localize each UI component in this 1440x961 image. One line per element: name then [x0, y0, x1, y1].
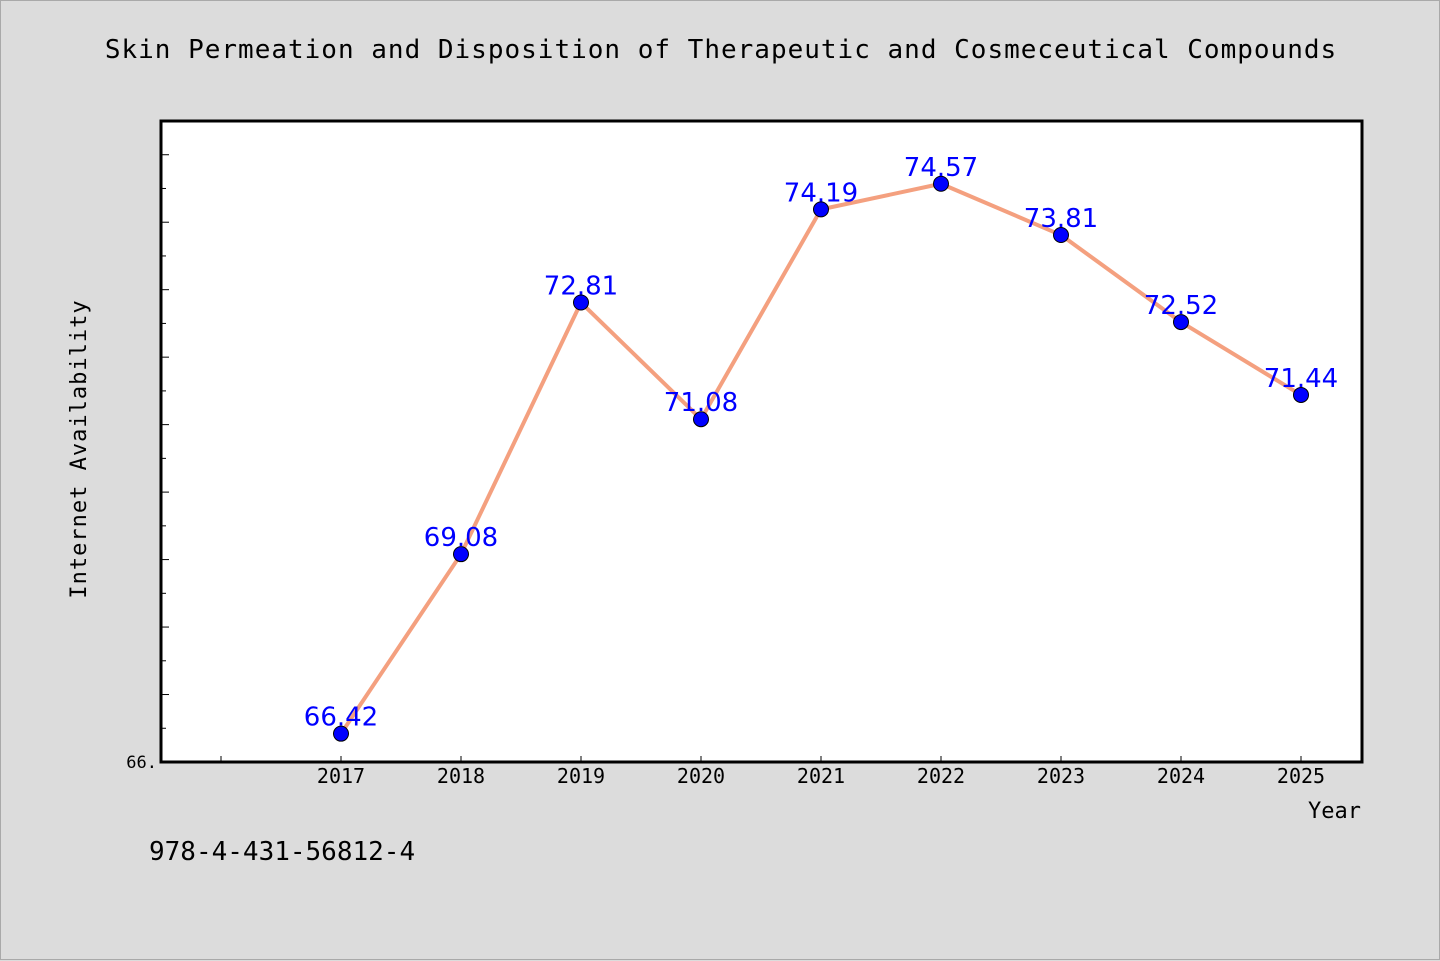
data-label: 72.81 — [544, 272, 618, 302]
data-point — [1293, 386, 1309, 403]
data-point — [933, 175, 949, 192]
isbn-text: 978-4-431-56812-4 — [149, 837, 416, 867]
data-label: 71.08 — [664, 388, 738, 418]
data-point — [573, 294, 589, 311]
x-tick-label: 2025 — [1277, 764, 1325, 788]
data-label: 69.08 — [424, 523, 498, 553]
x-tick-label: 2024 — [1157, 764, 1205, 788]
data-point — [813, 201, 829, 218]
x-tick-label: 2017 — [317, 764, 365, 788]
data-label: 74.57 — [904, 153, 978, 183]
series-layer: 66.42 69.08 72.81 71.08 74.19 74.57 73.81 72.52… — [304, 153, 1338, 742]
y-axis-label: Internet Availability — [67, 299, 92, 598]
data-label: 71.44 — [1264, 364, 1338, 394]
y-axis-ticks — [161, 120, 169, 763]
chart-title: Skin Permeation and Disposition of Thera… — [104, 35, 1338, 65]
x-tick-label: 2023 — [1037, 764, 1085, 788]
x-tick-label: 2020 — [677, 764, 725, 788]
data-point — [1173, 314, 1189, 331]
data-label: 73.81 — [1024, 204, 1098, 234]
x-axis-ticks: 2017 2018 2019 2020 2021 2022 2023 2024 2025 — [220, 756, 1325, 788]
x-tick-label: 2019 — [557, 764, 605, 788]
data-point — [453, 546, 469, 563]
data-label: 72.52 — [1144, 291, 1218, 321]
x-tick-label: 2021 — [797, 764, 845, 788]
x-axis-label: Year — [1308, 799, 1361, 824]
y-tick-label: 66. — [126, 753, 157, 773]
x-tick-label: 2018 — [437, 764, 485, 788]
x-tick-label: 2022 — [917, 764, 965, 788]
data-label: 66.42 — [304, 703, 378, 733]
plot-area — [159, 119, 1364, 764]
data-point — [333, 725, 349, 742]
data-point — [693, 411, 709, 428]
data-label: 74.19 — [784, 178, 858, 208]
data-point — [1053, 227, 1069, 244]
